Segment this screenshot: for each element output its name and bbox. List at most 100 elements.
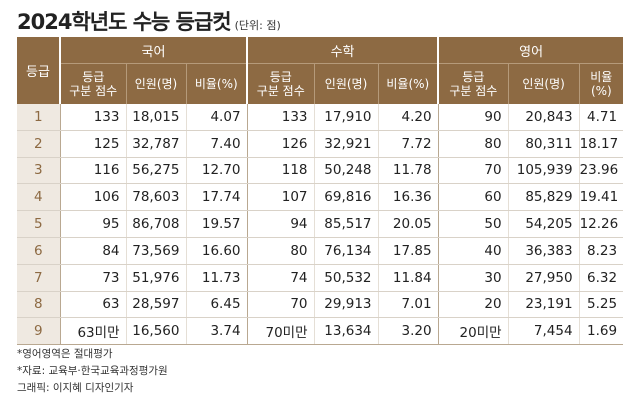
subject-header-row: 등급 국어 수학 영어	[17, 37, 624, 104]
kor-people-cell: 56,275	[125, 157, 186, 185]
grade-cell: 7	[17, 264, 60, 292]
people-header: 인원(명)	[313, 63, 379, 104]
grade-cut-table: 등급 국어 수학 영어 등급 구분 점수 인원(명) 비율(%) 등급 구분 점수 …	[17, 37, 624, 346]
math-people-cell: 50,532	[313, 264, 379, 292]
eng-ratio-cell: 23.96	[578, 157, 624, 185]
kor-people-cell: 51,976	[125, 264, 186, 292]
eng-people-cell: 23,191	[507, 291, 580, 319]
kor-cut-score-cell: 73	[59, 264, 126, 292]
kor-cut-score-cell: 106	[59, 183, 126, 212]
eng-people-cell: 54,205	[507, 210, 580, 238]
cut-score-header-line2: 구분 점수	[69, 84, 118, 98]
title-block: 2024학년도 수능 등급컷 (단위: 점)	[17, 6, 281, 34]
column-header-row: 등급 구분 점수 인원(명) 비율(%) 등급 구분 점수 인원(명) 비율(%) …	[17, 63, 624, 104]
table-row: 4 106 78,603 17.74 107 69,816 16.36 60 85,829 19.…	[17, 183, 624, 212]
eng-ratio-cell: 4.71	[578, 104, 624, 131]
grade-cell: 1	[17, 104, 60, 131]
math-cut-score-cell: 74	[246, 264, 315, 292]
table-row: 8 63 28,597 6.45 70 29,913 7.01 20 23,191 5.25	[17, 291, 624, 319]
eng-people-cell: 20,843	[507, 104, 580, 131]
eng-ratio-cell: 12.26	[578, 210, 624, 238]
eng-ratio-cell: 6.32	[578, 264, 624, 292]
kor-people-cell: 18,015	[125, 104, 186, 131]
math-people-cell: 29,913	[313, 291, 379, 319]
unit-label: (단위: 점)	[234, 19, 281, 32]
kor-ratio-cell: 11.73	[185, 264, 248, 292]
eng-ratio-cell: 8.23	[578, 237, 624, 265]
cut-score-header-line1: 등급	[269, 70, 292, 84]
eng-cut-score-cell: 50	[437, 210, 509, 238]
math-people-cell: 32,921	[313, 130, 379, 158]
table-row: 2 125 32,787 7.40 126 32,921 7.72 80 80,311 18.17	[17, 130, 624, 158]
eng-people-cell: 80,311	[507, 130, 580, 158]
kor-people-cell: 78,603	[125, 183, 186, 212]
people-header: 인원(명)	[507, 63, 580, 104]
eng-cut-score-cell: 20	[437, 291, 509, 319]
grade-cell: 9	[17, 317, 60, 346]
math-ratio-cell: 7.01	[377, 291, 439, 319]
footnote-english: *영어영역은 절대평가	[17, 348, 113, 360]
eng-ratio-cell: 1.69	[578, 317, 624, 346]
math-cut-score-cell: 118	[246, 157, 315, 185]
table-row: 6 84 73,569 16.60 80 76,134 17.85 40 36,383 8.23	[17, 237, 624, 265]
table-row: 7 73 51,976 11.73 74 50,532 11.84 30 27,950 6.32	[17, 264, 624, 292]
grade-cell: 6	[17, 237, 60, 265]
kor-ratio-cell: 6.45	[185, 291, 248, 319]
math-people-cell: 85,517	[313, 210, 379, 238]
eng-people-cell: 36,383	[507, 237, 580, 265]
eng-ratio-cell: 18.17	[578, 130, 624, 158]
eng-people-cell: 105,939	[507, 157, 580, 185]
math-ratio-cell: 11.84	[377, 264, 439, 292]
people-header: 인원(명)	[125, 63, 186, 104]
kor-ratio-cell: 7.40	[185, 130, 248, 158]
kor-ratio-cell: 16.60	[185, 237, 248, 265]
math-cut-score-cell: 94	[246, 210, 315, 238]
eng-cut-score-cell: 40	[437, 237, 509, 265]
kor-cut-score-cell: 125	[59, 130, 126, 158]
table-body: 1 133 18,015 4.07 133 17,910 4.20 90 20,843 4.71 2…	[17, 104, 624, 346]
kor-cut-score-cell: 84	[59, 237, 126, 265]
eng-cut-score-cell: 60	[437, 183, 509, 212]
math-cut-score-cell: 107	[246, 183, 315, 212]
kor-people-cell: 28,597	[125, 291, 186, 319]
footnotes: *영어영역은 절대평가 *자료: 교육부·한국교육과정평가원 그래픽: 이지혜 …	[17, 346, 168, 397]
kor-people-cell: 73,569	[125, 237, 186, 265]
kor-people-cell: 86,708	[125, 210, 186, 238]
eng-people-cell: 85,829	[507, 183, 580, 212]
math-cut-score-cell: 70	[246, 291, 315, 319]
cut-score-header-line2: 구분 점수	[256, 84, 305, 98]
grade-cell: 2	[17, 130, 60, 158]
kor-people-cell: 16,560	[125, 317, 186, 346]
math-ratio-cell: 20.05	[377, 210, 439, 238]
math-ratio-cell: 11.78	[377, 157, 439, 185]
math-cut-score-cell: 70미만	[246, 317, 315, 346]
cut-score-header: 등급 구분 점수	[437, 63, 509, 104]
math-cut-score-cell: 133	[246, 104, 315, 131]
math-people-cell: 17,910	[313, 104, 379, 131]
kor-ratio-cell: 12.70	[185, 157, 248, 185]
math-people-cell: 13,634	[313, 317, 379, 346]
ratio-header: 비율(%)	[185, 63, 248, 104]
eng-cut-score-cell: 70	[437, 157, 509, 185]
math-ratio-cell: 7.72	[377, 130, 439, 158]
cut-score-header: 등급 구분 점수	[59, 63, 126, 104]
kor-cut-score-cell: 133	[59, 104, 126, 131]
math-cut-score-cell: 80	[246, 237, 315, 265]
kor-cut-score-cell: 116	[59, 157, 126, 185]
table-row: 5 95 86,708 19.57 94 85,517 20.05 50 54,205 12.26	[17, 210, 624, 238]
footnote-source: *자료: 교육부·한국교육과정평가원	[17, 365, 168, 377]
eng-people-cell: 7,454	[507, 317, 580, 346]
cut-score-header-line2: 구분 점수	[449, 84, 498, 98]
grade-cell: 4	[17, 183, 60, 212]
math-people-cell: 76,134	[313, 237, 379, 265]
kor-ratio-cell: 17.74	[185, 183, 248, 212]
kor-ratio-cell: 19.57	[185, 210, 248, 238]
kor-cut-score-cell: 95	[59, 210, 126, 238]
table-row: 9 63미만 16,560 3.74 70미만 13,634 3.20 20미만 7,454 1.…	[17, 317, 624, 346]
subject-korean-header: 국어	[58, 37, 248, 64]
math-cut-score-cell: 126	[246, 130, 315, 158]
grade-cell: 3	[17, 157, 60, 185]
grade-cell: 8	[17, 291, 60, 319]
subject-english-header: 영어	[437, 37, 624, 64]
